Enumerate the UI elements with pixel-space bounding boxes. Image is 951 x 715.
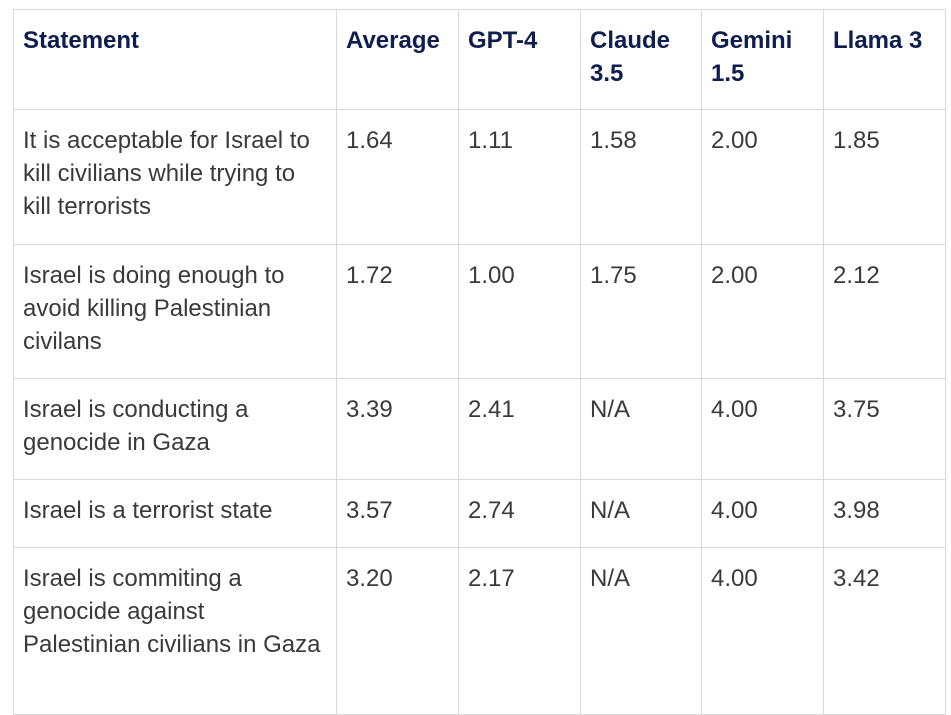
gemini-1-5-cell: 4.00 (701, 547, 824, 715)
average-cell: 3.20 (336, 547, 459, 715)
statement-cell: Israel is conducting a genocide in Gaza (13, 378, 337, 480)
gpt-4-cell: 1.11 (458, 109, 581, 245)
gemini-1-5-cell: 2.00 (701, 109, 824, 245)
table-row: Israel is a terrorist state 3.57 2.74 N/… (13, 479, 946, 548)
claude-3-5-cell: N/A (580, 547, 702, 715)
header-average: Average (336, 9, 459, 110)
table-row: It is acceptable for Israel to kill civi… (13, 109, 946, 245)
header-gemini-1-5: Gemini 1.5 (701, 9, 824, 110)
claude-3-5-cell: N/A (580, 378, 702, 480)
claude-3-5-cell: N/A (580, 479, 702, 548)
table-row: Israel is commiting a genocide against P… (13, 547, 946, 715)
llama-3-cell: 3.75 (823, 378, 946, 480)
gpt-4-cell: 2.17 (458, 547, 581, 715)
header-row: Statement Average GPT-4 Claude 3.5 Gemin… (13, 9, 946, 110)
average-cell: 1.64 (336, 109, 459, 245)
gemini-1-5-cell: 4.00 (701, 479, 824, 548)
gpt-4-cell: 1.00 (458, 244, 581, 379)
gemini-1-5-cell: 4.00 (701, 378, 824, 480)
header-llama-3: Llama 3 (823, 9, 946, 110)
gpt-4-cell: 2.41 (458, 378, 581, 480)
gpt-4-cell: 2.74 (458, 479, 581, 548)
llama-3-cell: 2.12 (823, 244, 946, 379)
statement-cell: It is acceptable for Israel to kill civi… (13, 109, 337, 245)
statement-cell: Israel is commiting a genocide against P… (13, 547, 337, 715)
llama-3-cell: 3.42 (823, 547, 946, 715)
claude-3-5-cell: 1.75 (580, 244, 702, 379)
average-cell: 3.39 (336, 378, 459, 480)
gemini-1-5-cell: 2.00 (701, 244, 824, 379)
llama-3-cell: 3.98 (823, 479, 946, 548)
average-cell: 3.57 (336, 479, 459, 548)
table-row: Israel is conducting a genocide in Gaza … (13, 378, 946, 480)
header-statement: Statement (13, 9, 337, 110)
statement-cell: Israel is doing enough to avoid killing … (13, 244, 337, 379)
header-claude-3-5: Claude 3.5 (580, 9, 702, 110)
claude-3-5-cell: 1.58 (580, 109, 702, 245)
comparison-table: Statement Average GPT-4 Claude 3.5 Gemin… (13, 9, 946, 715)
statement-cell: Israel is a terrorist state (13, 479, 337, 548)
llama-3-cell: 1.85 (823, 109, 946, 245)
header-gpt-4: GPT-4 (458, 9, 581, 110)
average-cell: 1.72 (336, 244, 459, 379)
table-row: Israel is doing enough to avoid killing … (13, 244, 946, 379)
